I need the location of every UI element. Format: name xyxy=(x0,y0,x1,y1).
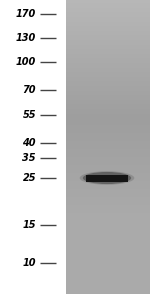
Bar xyxy=(86,175,128,181)
Text: 10: 10 xyxy=(22,258,36,268)
Ellipse shape xyxy=(83,172,131,184)
Text: 35: 35 xyxy=(22,153,36,163)
Text: 15: 15 xyxy=(22,220,36,230)
Text: 55: 55 xyxy=(22,110,36,120)
Text: 40: 40 xyxy=(22,138,36,148)
Text: 25: 25 xyxy=(22,173,36,183)
Text: 170: 170 xyxy=(16,9,36,19)
Text: 70: 70 xyxy=(22,85,36,95)
Text: 100: 100 xyxy=(16,57,36,67)
Ellipse shape xyxy=(80,171,134,185)
Text: 130: 130 xyxy=(16,33,36,43)
